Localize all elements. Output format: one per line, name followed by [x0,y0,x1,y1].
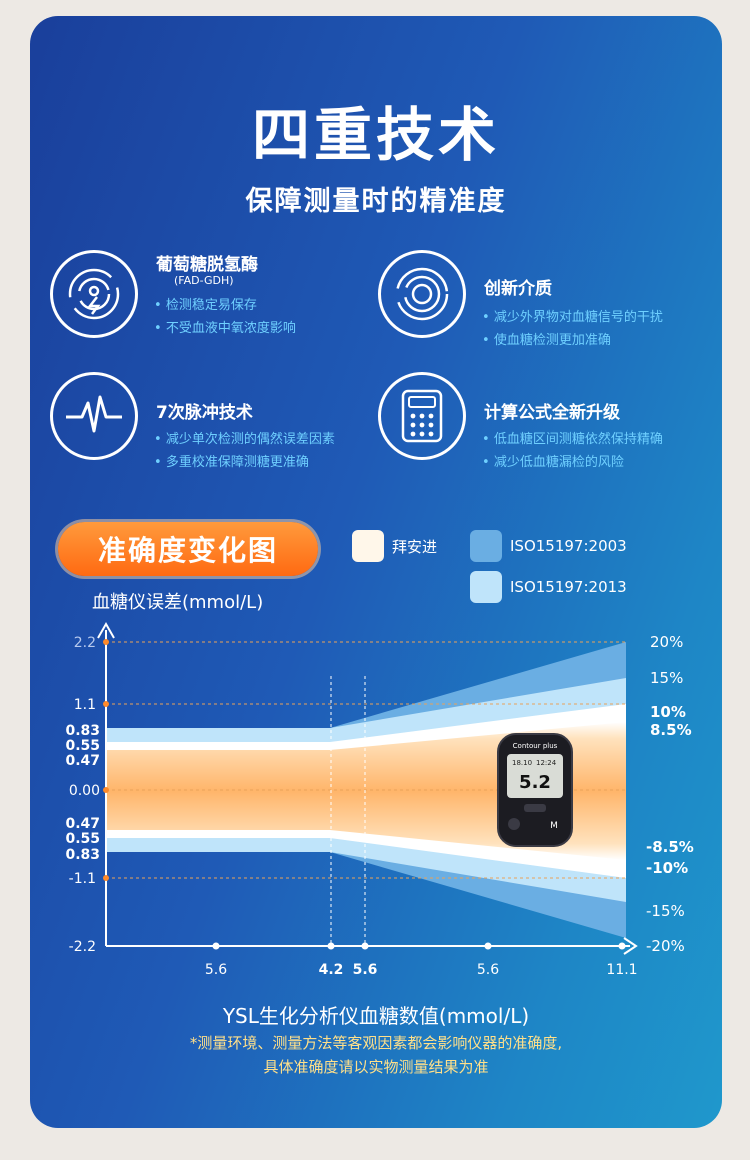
feature-subtitle: (FAD-GDH) [174,274,234,287]
feature-enzyme: 葡萄糖脱氢酶 (FAD-GDH) 检测稳定易保存 不受血液中氧浓度影响 [50,250,380,346]
y-tick-label: 0.55 [65,738,100,754]
calculator-icon [378,372,466,460]
svg-text:12:24: 12:24 [536,759,557,767]
right-percent-label: -10% [646,859,688,877]
feature-formula: 计算公式全新升级 低血糖区间测糖依然保持精确 减少低血糖漏检的风险 [378,372,718,470]
x-tick-label: 5.6 [205,962,227,978]
right-percent-label: 20% [650,633,683,651]
y-tick-label: -2.2 [69,939,96,955]
y-tick-label: 0.47 [65,816,100,832]
x-axis-label: YSL生化分析仪血糖数值(mmol/L) [222,1004,530,1028]
feature-bullet: 不受血液中氧浓度影响 [154,317,296,336]
feature-title: 葡萄糖脱氢酶 [156,255,258,275]
feature-title: 7次脉冲技术 [156,403,253,423]
right-percent-label: -20% [646,937,685,955]
y-markers [103,639,109,881]
feature-bullet: 低血糖区间测糖依然保持精确 [482,428,663,447]
legend-label: ISO15197:2003 [510,537,627,555]
legend-item: ISO15197:2003 [470,530,627,562]
page-title: 四重技术 [251,101,500,169]
svg-text:5.2: 5.2 [519,772,551,793]
svg-text:18.10: 18.10 [512,759,532,767]
right-percent-label: -8.5% [646,838,694,856]
promo-card: 四重技术 保障测量时的精准度 葡萄糖脱氢酶 (FAD-GDH) 检测稳定易保存 … [30,16,722,1128]
feature-bullet: 减少低血糖漏检的风险 [482,451,624,470]
x-tick-label: 11.1 [606,962,637,978]
y-tick-label: 2.2 [74,635,96,651]
feature-medium: 创新介质 减少外界物对血糖信号的干扰 使血糖检测更加准确 [378,250,718,348]
feature-title: 创新介质 [484,279,552,299]
feature-title: 计算公式全新升级 [484,403,620,423]
y-axis-label: 血糖仪误差(mmol/L) [92,592,264,613]
feature-bullet: 检测稳定易保存 [154,294,257,313]
footnote-line: *测量环境、测量方法等客观因素都会影响仪器的准确度, [189,1034,563,1052]
legend-swatch [352,530,384,562]
accuracy-chart: 2.2 1.1 0.83 0.55 0.47 0.00 0.47 0.55 0.… [65,621,694,978]
feature-bullet: 减少单次检测的偶然误差因素 [154,428,335,447]
page-subtitle: 保障测量时的精准度 [245,186,507,217]
legend-label: ISO15197:2013 [510,578,627,596]
y-tick-label: 0.47 [65,753,100,769]
feature-pulse: 7次脉冲技术 减少单次检测的偶然误差因素 多重校准保障测糖更准确 [50,372,380,470]
y-tick-label: -1.1 [69,871,96,887]
x-tick-label: 5.6 [353,962,378,978]
svg-text:Contour plus: Contour plus [513,742,558,750]
footnote-line: 具体准确度请以实物测量结果为准 [263,1058,489,1076]
feature-bullet: 减少外界物对血糖信号的干扰 [482,306,663,325]
right-percent-label: 10% [650,703,686,721]
svg-text:M: M [550,821,558,831]
chart-title-badge: 准确度变化图 [58,522,318,576]
feature-bullet: 多重校准保障测糖更准确 [154,451,309,470]
right-percent-label: 8.5% [650,721,692,739]
y-axis-arrow [97,621,115,639]
legend-item: 拜安进 [352,530,437,562]
medium-icon [378,250,466,338]
legend-swatch [470,571,502,603]
band-bayer [106,722,626,860]
y-tick-label: 1.1 [74,697,96,713]
x-tick-label: 4.2 [319,962,344,978]
legend-swatch [470,530,502,562]
y-tick-label: 0.83 [65,847,100,863]
y-tick-label: 0.55 [65,831,100,847]
y-tick-label: 0.83 [65,723,100,739]
x-markers [212,942,626,950]
enzyme-icon [50,250,138,338]
legend-label: 拜安进 [392,537,438,556]
legend-item: ISO15197:2013 [470,571,627,603]
pulse-icon [50,372,138,460]
y-tick-label: 0.00 [69,783,100,799]
x-axis-arrow [623,937,638,955]
glucose-meter-image: Contour plus 18.10 12:24 5.2 M [497,733,573,847]
right-percent-label: -15% [646,902,685,920]
x-tick-label: 5.6 [477,962,499,978]
right-percent-label: 15% [650,669,683,687]
feature-bullet: 使血糖检测更加准确 [482,329,611,348]
